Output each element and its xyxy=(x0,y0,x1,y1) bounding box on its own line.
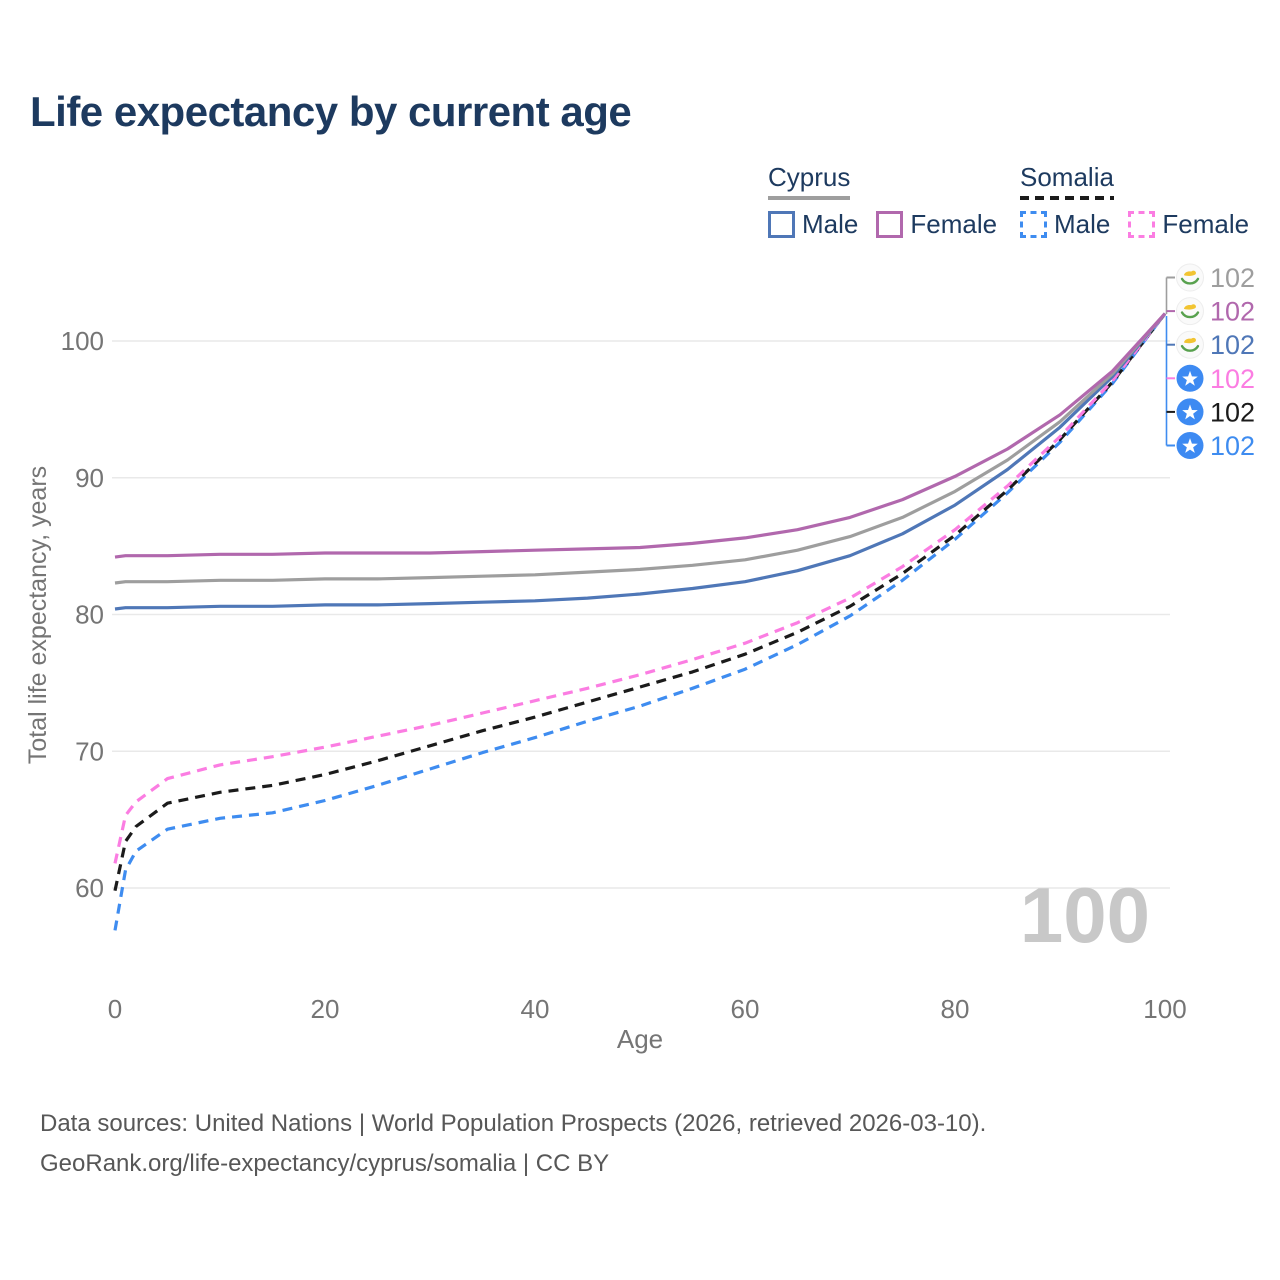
legend-group-somalia: Somalia Male Female xyxy=(1020,162,1267,240)
legend-item-label: Female xyxy=(1162,209,1250,239)
series-line-cyprus-both[interactable] xyxy=(114,312,1167,585)
end-label-value: 102 xyxy=(1210,297,1255,327)
end-label-value: 102 xyxy=(1210,263,1255,293)
legend-item-label: Female xyxy=(910,209,998,239)
series-line-cyprus-male[interactable] xyxy=(114,312,1167,611)
page-title: Life expectancy by current age xyxy=(30,88,632,135)
flag-icon-somalia xyxy=(1176,398,1204,426)
legend-item-somalia-male[interactable]: Male xyxy=(1020,209,1110,240)
flag-circle xyxy=(1176,297,1204,326)
flag-icon-somalia xyxy=(1176,364,1204,392)
end-label-value: 102 xyxy=(1210,431,1255,461)
y-tick-label: 60 xyxy=(75,873,104,903)
legend-group-cyprus: Cyprus Male Female xyxy=(768,162,1015,240)
olive-wreath-shape xyxy=(1180,277,1200,285)
series-line-somalia-female[interactable] xyxy=(113,312,1167,864)
flag-icon-cyprus xyxy=(1176,263,1204,292)
cyprus-island-shape xyxy=(1183,304,1196,310)
cyprus-female-swatch-icon xyxy=(876,211,904,238)
end-label-value: 102 xyxy=(1210,330,1255,360)
flag-icon-cyprus xyxy=(1176,330,1204,359)
legend-item-label: Male xyxy=(1054,209,1111,239)
x-axis-title: Age xyxy=(617,1024,663,1054)
legend-country-cyprus[interactable]: Cyprus xyxy=(768,162,851,200)
end-label-value: 102 xyxy=(1210,397,1255,427)
y-axis-title: Total life expectancy, years xyxy=(24,466,52,764)
somalia-male-swatch-icon xyxy=(1020,211,1047,238)
y-tick-label: 90 xyxy=(75,463,104,493)
y-tick-label: 80 xyxy=(75,600,104,630)
star-icon xyxy=(1182,438,1198,453)
y-tick-label: 100 xyxy=(61,326,104,356)
x-tick-label: 0 xyxy=(108,994,122,1024)
legend-item-label: Male xyxy=(802,209,859,239)
legend-row-somalia: Male Female xyxy=(1020,209,1267,240)
series-line-cyprus-female[interactable] xyxy=(114,312,1167,559)
cyprus-male-swatch-icon xyxy=(768,211,795,238)
legend-country-somalia-label: Somalia xyxy=(1020,162,1114,192)
x-tick-label: 20 xyxy=(311,994,340,1024)
legend-row-cyprus: Male Female xyxy=(768,209,1015,240)
legend-item-cyprus-female[interactable]: Female xyxy=(876,209,997,240)
flag-circle xyxy=(1176,330,1204,359)
legend-country-cyprus-label: Cyprus xyxy=(768,162,851,192)
series-line-somalia-male[interactable] xyxy=(113,312,1167,931)
footer-attribution: GeoRank.org/life-expectancy/cyprus/somal… xyxy=(40,1150,610,1177)
flag-circle xyxy=(1176,263,1204,292)
star-icon xyxy=(1182,370,1198,386)
cyprus-island-shape xyxy=(1183,337,1196,344)
olive-wreath-shape xyxy=(1180,344,1200,352)
x-tick-label: 80 xyxy=(941,994,970,1024)
age-counter-watermark: 100 xyxy=(1020,871,1150,959)
footer-data-sources: Data sources: United Nations | World Pop… xyxy=(40,1110,987,1137)
series-line-somalia-both[interactable] xyxy=(113,312,1167,892)
flag-icon-cyprus xyxy=(1176,297,1204,326)
legend-country-somalia[interactable]: Somalia xyxy=(1020,162,1114,200)
x-tick-label: 40 xyxy=(521,994,550,1024)
footer: Data sources: United Nations | World Pop… xyxy=(40,1104,986,1184)
olive-wreath-shape xyxy=(1180,311,1200,319)
somalia-female-swatch-icon xyxy=(1128,211,1156,238)
x-tick-label: 60 xyxy=(731,994,760,1024)
end-label-value: 102 xyxy=(1210,364,1255,394)
legend-item-somalia-female[interactable]: Female xyxy=(1128,209,1249,240)
cyprus-combined-line-swatch xyxy=(768,196,851,200)
somalia-combined-line-swatch xyxy=(1020,196,1114,200)
y-tick-label: 70 xyxy=(75,736,104,766)
legend-item-cyprus-male[interactable]: Male xyxy=(768,209,858,240)
x-tick-label: 100 xyxy=(1143,994,1186,1024)
cyprus-island-shape xyxy=(1183,270,1196,277)
flag-icon-somalia xyxy=(1176,432,1204,459)
star-icon xyxy=(1182,404,1198,420)
